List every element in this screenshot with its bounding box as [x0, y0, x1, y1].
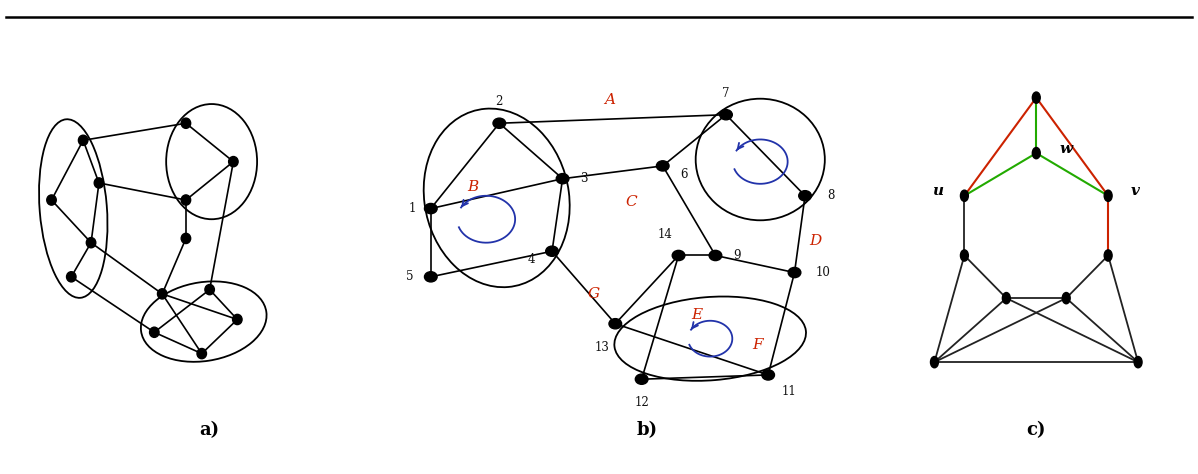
Text: b): b) — [636, 421, 658, 439]
Circle shape — [709, 250, 721, 261]
Circle shape — [95, 178, 104, 188]
Circle shape — [181, 195, 190, 205]
Text: 4: 4 — [527, 253, 534, 266]
Text: G: G — [588, 287, 600, 301]
Circle shape — [961, 250, 968, 261]
Circle shape — [86, 237, 96, 248]
Circle shape — [229, 156, 238, 167]
Circle shape — [961, 190, 968, 201]
Text: 1: 1 — [409, 202, 416, 215]
Text: A: A — [605, 93, 616, 107]
Circle shape — [635, 374, 648, 384]
Text: 13: 13 — [594, 341, 610, 354]
Circle shape — [788, 267, 800, 278]
Circle shape — [1033, 92, 1040, 103]
Circle shape — [232, 314, 242, 325]
Text: 3: 3 — [580, 172, 587, 185]
Circle shape — [424, 203, 437, 214]
Circle shape — [78, 135, 87, 146]
Text: w: w — [1060, 142, 1072, 156]
Circle shape — [67, 272, 75, 282]
Circle shape — [672, 250, 685, 261]
Text: 14: 14 — [658, 228, 673, 241]
Text: v: v — [1131, 184, 1139, 199]
Circle shape — [157, 289, 167, 299]
Circle shape — [931, 356, 938, 368]
Circle shape — [1003, 292, 1010, 304]
Circle shape — [181, 118, 190, 128]
Circle shape — [494, 118, 506, 128]
Text: E: E — [691, 308, 702, 322]
Text: D: D — [810, 234, 822, 247]
Text: 2: 2 — [496, 95, 503, 109]
Text: 7: 7 — [722, 87, 730, 100]
Circle shape — [150, 327, 159, 337]
Text: 9: 9 — [733, 249, 740, 262]
Circle shape — [47, 195, 56, 205]
Circle shape — [1105, 190, 1112, 201]
Circle shape — [799, 191, 811, 201]
Text: 10: 10 — [816, 266, 831, 279]
Circle shape — [1063, 292, 1070, 304]
Text: c): c) — [1027, 421, 1046, 439]
Circle shape — [657, 161, 668, 171]
Circle shape — [424, 272, 437, 282]
Circle shape — [1033, 147, 1040, 159]
Circle shape — [720, 109, 732, 120]
Circle shape — [1135, 356, 1142, 368]
Text: C: C — [625, 195, 637, 209]
Circle shape — [1105, 250, 1112, 261]
Circle shape — [181, 233, 190, 244]
Circle shape — [609, 319, 622, 329]
Text: 5: 5 — [406, 270, 413, 283]
Text: 12: 12 — [634, 396, 649, 409]
Text: u: u — [932, 184, 943, 199]
Circle shape — [205, 284, 214, 295]
Text: F: F — [752, 338, 763, 352]
Text: B: B — [467, 180, 478, 194]
Circle shape — [556, 173, 569, 184]
Text: a): a) — [200, 421, 219, 439]
Text: 11: 11 — [782, 385, 797, 399]
Circle shape — [762, 370, 774, 380]
Text: 6: 6 — [680, 168, 688, 181]
Circle shape — [546, 246, 558, 256]
Circle shape — [196, 348, 206, 359]
Text: 8: 8 — [828, 189, 835, 202]
